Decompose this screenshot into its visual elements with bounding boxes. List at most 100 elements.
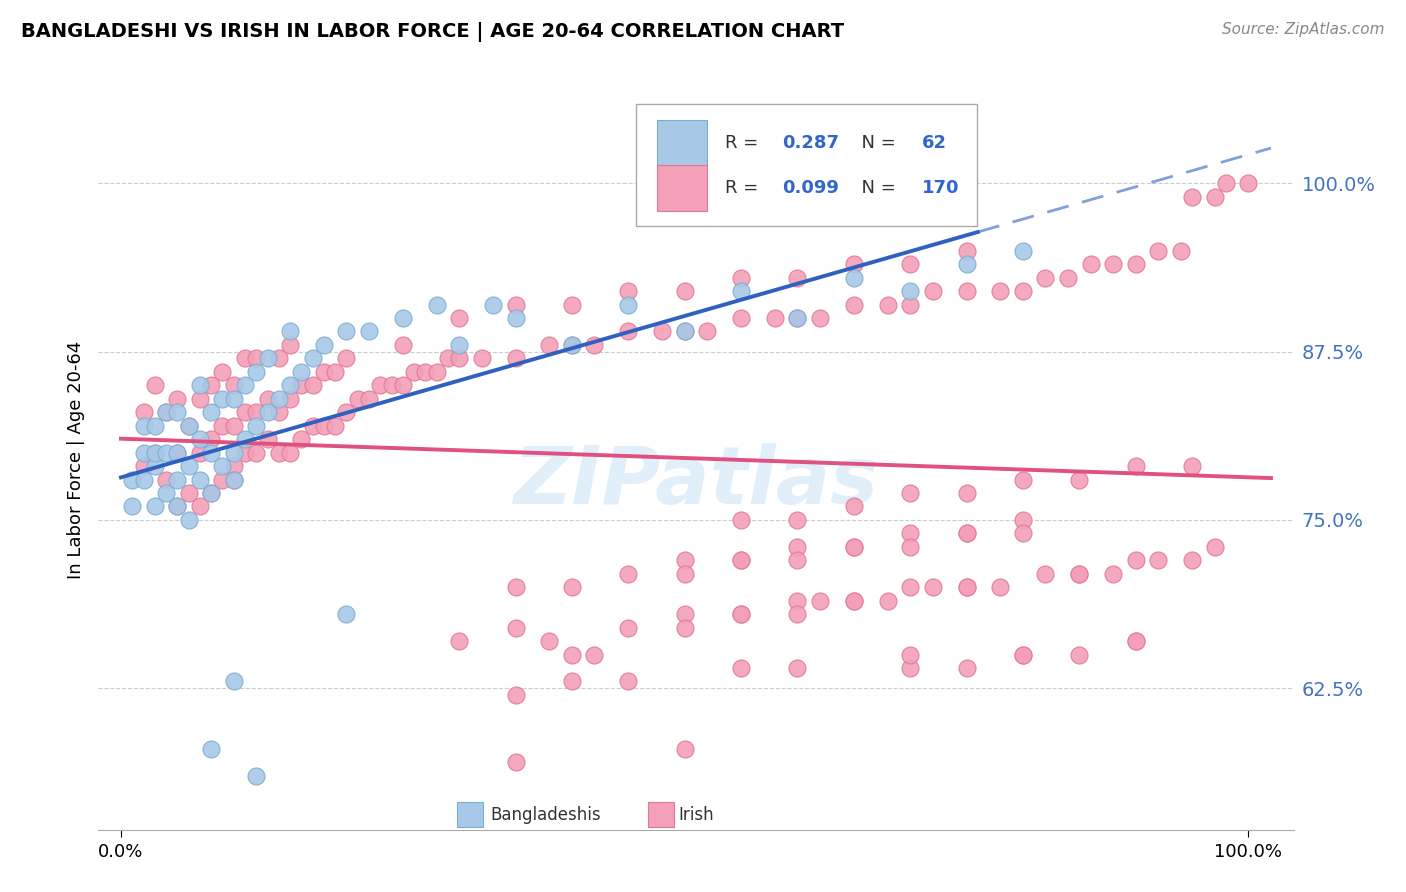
- Bar: [457, 802, 484, 828]
- Point: [955, 257, 977, 271]
- Point: [256, 392, 278, 406]
- Point: [211, 418, 233, 433]
- Point: [1102, 566, 1125, 581]
- Point: [730, 270, 752, 285]
- Point: [426, 297, 449, 311]
- Point: [1012, 513, 1035, 527]
- Point: [538, 338, 561, 352]
- Point: [155, 486, 177, 500]
- Point: [245, 405, 267, 419]
- Point: [1080, 257, 1102, 271]
- Point: [380, 378, 402, 392]
- Point: [166, 405, 188, 419]
- Point: [1012, 473, 1035, 487]
- Text: 0.287: 0.287: [782, 135, 839, 153]
- Point: [617, 297, 640, 311]
- Point: [392, 311, 415, 326]
- Point: [876, 297, 898, 311]
- Point: [730, 553, 752, 567]
- Text: N =: N =: [851, 178, 901, 196]
- Point: [955, 244, 977, 258]
- Point: [786, 270, 808, 285]
- Point: [1069, 473, 1091, 487]
- Point: [955, 580, 977, 594]
- Point: [696, 325, 718, 339]
- Point: [301, 351, 323, 366]
- Point: [561, 648, 583, 662]
- Point: [188, 378, 211, 392]
- Point: [561, 338, 583, 352]
- Point: [200, 486, 222, 500]
- Bar: [648, 802, 675, 828]
- Point: [143, 500, 166, 514]
- Point: [730, 607, 752, 622]
- Point: [278, 378, 301, 392]
- Text: 62: 62: [922, 135, 946, 153]
- Point: [921, 284, 943, 298]
- Point: [188, 473, 211, 487]
- Point: [290, 365, 312, 379]
- Point: [842, 500, 865, 514]
- Text: R =: R =: [724, 135, 763, 153]
- Point: [617, 284, 640, 298]
- Point: [245, 418, 267, 433]
- Point: [898, 526, 921, 541]
- Point: [617, 325, 640, 339]
- Point: [121, 473, 143, 487]
- Point: [200, 741, 222, 756]
- Point: [188, 392, 211, 406]
- Point: [538, 634, 561, 648]
- Point: [898, 297, 921, 311]
- Point: [200, 486, 222, 500]
- Point: [177, 418, 200, 433]
- Point: [955, 284, 977, 298]
- Point: [673, 284, 696, 298]
- Point: [233, 432, 256, 446]
- Point: [1181, 553, 1204, 567]
- Point: [392, 338, 415, 352]
- Point: [233, 351, 256, 366]
- Point: [898, 486, 921, 500]
- Point: [267, 392, 290, 406]
- Point: [267, 445, 290, 459]
- Point: [730, 513, 752, 527]
- Point: [256, 351, 278, 366]
- Point: [278, 325, 301, 339]
- Point: [200, 378, 222, 392]
- Point: [617, 566, 640, 581]
- Point: [245, 445, 267, 459]
- Point: [211, 365, 233, 379]
- Bar: [657, 165, 707, 211]
- Point: [211, 392, 233, 406]
- Point: [1125, 634, 1147, 648]
- Point: [267, 351, 290, 366]
- Point: [730, 607, 752, 622]
- Point: [222, 459, 245, 474]
- Point: [346, 392, 368, 406]
- Point: [842, 270, 865, 285]
- Point: [143, 418, 166, 433]
- Point: [211, 473, 233, 487]
- Point: [222, 418, 245, 433]
- Point: [921, 580, 943, 594]
- Text: BANGLADESHI VS IRISH IN LABOR FORCE | AGE 20-64 CORRELATION CHART: BANGLADESHI VS IRISH IN LABOR FORCE | AG…: [21, 22, 844, 42]
- Point: [1181, 190, 1204, 204]
- Point: [617, 621, 640, 635]
- Point: [955, 580, 977, 594]
- Point: [505, 580, 527, 594]
- Point: [898, 661, 921, 675]
- Point: [617, 674, 640, 689]
- Text: Irish: Irish: [678, 805, 714, 823]
- Point: [166, 445, 188, 459]
- Point: [132, 459, 155, 474]
- Point: [1147, 244, 1170, 258]
- Point: [673, 741, 696, 756]
- Point: [1204, 540, 1226, 554]
- Point: [368, 378, 391, 392]
- Point: [335, 607, 357, 622]
- Point: [786, 593, 808, 607]
- Point: [808, 311, 831, 326]
- Point: [357, 325, 380, 339]
- Point: [143, 445, 166, 459]
- Point: [188, 500, 211, 514]
